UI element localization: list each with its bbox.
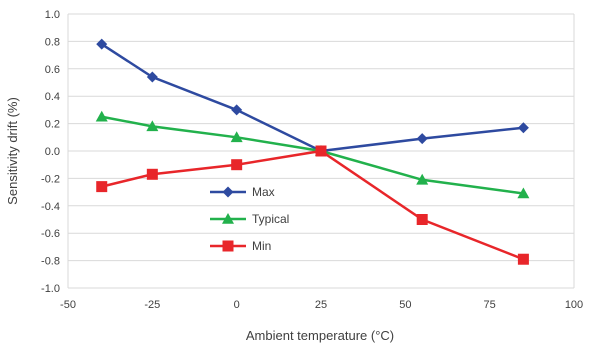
data-point-typical — [146, 120, 159, 132]
x-axis-title: Ambient temperature (°C) — [246, 328, 394, 343]
legend-item-max: Max — [210, 185, 275, 199]
x-tick-label: 25 — [315, 299, 327, 311]
data-point-min — [315, 145, 327, 157]
x-tick-label: -50 — [60, 299, 76, 311]
y-tick-label: 0.2 — [45, 119, 60, 131]
series-line-typical — [101, 115, 524, 195]
y-tick-label: -0.8 — [41, 256, 60, 268]
data-point-min — [146, 168, 158, 180]
y-tick-label: 0.4 — [45, 91, 60, 103]
x-tick-label: -25 — [144, 299, 160, 311]
legend-marker-min — [222, 240, 234, 252]
x-tick-label: 0 — [234, 299, 240, 311]
x-tick-label: 100 — [565, 299, 583, 311]
legend-label-max: Max — [252, 185, 275, 199]
data-point-min — [231, 159, 243, 171]
legend: Max Typical Min — [210, 185, 289, 253]
legend-item-typical: Typical — [210, 212, 289, 226]
data-point-typical — [95, 110, 108, 122]
data-point-typical — [517, 187, 530, 199]
legend-marker-max — [222, 186, 234, 198]
legend-item-min: Min — [210, 239, 271, 253]
y-axis-ticks: 1.0 0.8 0.6 0.4 0.2 0.0 -0.2 -0.4 -0.6 -0.8 -1.0 — [41, 9, 60, 295]
legend-label-typical: Typical — [252, 212, 289, 226]
y-tick-label: -0.4 — [41, 201, 60, 213]
series-layer — [95, 38, 530, 265]
x-tick-label: 50 — [399, 299, 411, 311]
series-min — [96, 145, 529, 265]
legend-label-min: Min — [252, 239, 271, 253]
y-tick-label: 1.0 — [45, 9, 60, 21]
data-point-min — [416, 214, 428, 225]
data-point-max — [231, 104, 243, 116]
data-point-typical — [416, 173, 429, 185]
y-tick-label: -0.6 — [41, 228, 60, 240]
x-axis-ticks: -50 -25 0 25 50 75 100 — [60, 299, 583, 311]
data-point-min — [517, 253, 529, 265]
series-max — [96, 38, 529, 157]
data-point-max — [517, 122, 529, 134]
y-tick-label: 0.6 — [45, 64, 60, 76]
data-point-max — [146, 71, 158, 83]
data-point-max — [96, 38, 108, 50]
y-tick-label: 0.0 — [45, 146, 60, 158]
legend-marker-typical — [222, 213, 234, 224]
x-tick-label: 75 — [484, 299, 496, 311]
y-tick-label: 0.8 — [45, 36, 60, 48]
y-tick-label: -0.2 — [41, 173, 60, 185]
y-tick-label: -1.0 — [41, 283, 60, 295]
data-point-min — [96, 181, 108, 193]
series-line-max — [101, 43, 524, 153]
data-point-typical — [230, 131, 243, 143]
series-line-min — [101, 149, 524, 261]
y-axis-title: Sensitivity drift (%) — [5, 97, 20, 205]
data-point-max — [416, 133, 428, 145]
